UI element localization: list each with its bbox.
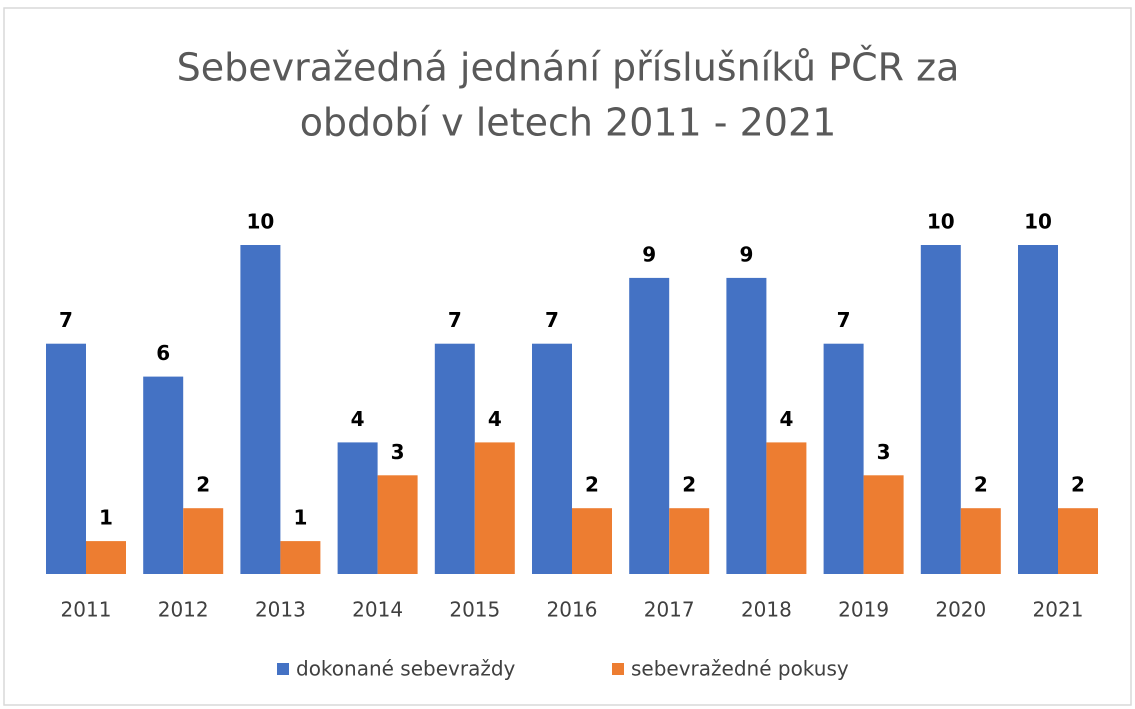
data-label: 2	[196, 473, 210, 497]
data-label: 9	[642, 242, 656, 266]
bar	[143, 376, 184, 574]
bar	[920, 245, 961, 574]
data-label: 10	[246, 210, 274, 234]
bar	[1018, 245, 1058, 574]
bar	[86, 541, 126, 574]
bar	[337, 442, 378, 574]
data-label: 7	[448, 308, 462, 332]
bar	[46, 343, 86, 574]
data-label: 1	[293, 506, 307, 530]
bar	[766, 442, 807, 574]
data-label: 10	[1024, 210, 1052, 234]
x-tick-label: 2020	[935, 598, 986, 622]
data-label: 3	[391, 440, 405, 464]
data-label: 2	[682, 473, 696, 497]
legend-swatch	[612, 663, 624, 675]
data-label: 4	[779, 407, 793, 431]
x-tick-label: 2015	[449, 598, 500, 622]
bar	[863, 475, 904, 574]
bar	[183, 508, 224, 574]
bar	[629, 277, 670, 574]
bar	[960, 508, 1001, 574]
data-label: 2	[585, 473, 599, 497]
legend-swatch	[277, 663, 289, 675]
x-tick-label: 2014	[352, 598, 403, 622]
data-label: 9	[739, 242, 753, 266]
x-tick-label: 2011	[61, 598, 112, 622]
x-tick-label: 2018	[741, 598, 792, 622]
data-label: 4	[488, 407, 502, 431]
data-label: 7	[59, 308, 73, 332]
bar	[726, 277, 767, 574]
bar	[474, 442, 515, 574]
data-label: 10	[927, 210, 955, 234]
x-tick-label: 2016	[547, 598, 598, 622]
bar	[377, 475, 418, 574]
x-tick-label: 2012	[158, 598, 209, 622]
data-label: 7	[837, 308, 851, 332]
bar	[240, 245, 281, 574]
data-label: 2	[1071, 473, 1085, 497]
data-label: 7	[545, 308, 559, 332]
x-tick-label: 2013	[255, 598, 306, 622]
data-label: 4	[351, 407, 365, 431]
x-tick-label: 2019	[838, 598, 889, 622]
data-label: 3	[877, 440, 891, 464]
x-tick-label: 2021	[1033, 598, 1084, 622]
legend-label: dokonané sebevraždy	[296, 657, 516, 681]
bar	[669, 508, 710, 574]
x-tick-label: 2017	[644, 598, 695, 622]
bar	[532, 343, 572, 574]
bar	[572, 508, 612, 574]
bar	[280, 541, 321, 574]
data-label: 2	[974, 473, 988, 497]
legend-label: sebevražedné pokusy	[631, 657, 849, 681]
bar	[1058, 508, 1098, 574]
data-label: 6	[156, 341, 170, 365]
data-label: 1	[99, 506, 113, 530]
bar	[434, 343, 475, 574]
chart-title: období v letech 2011 - 2021	[300, 101, 837, 145]
bar	[823, 343, 864, 574]
chart-title: Sebevražedná jednání příslušníků PČR za	[177, 46, 960, 90]
